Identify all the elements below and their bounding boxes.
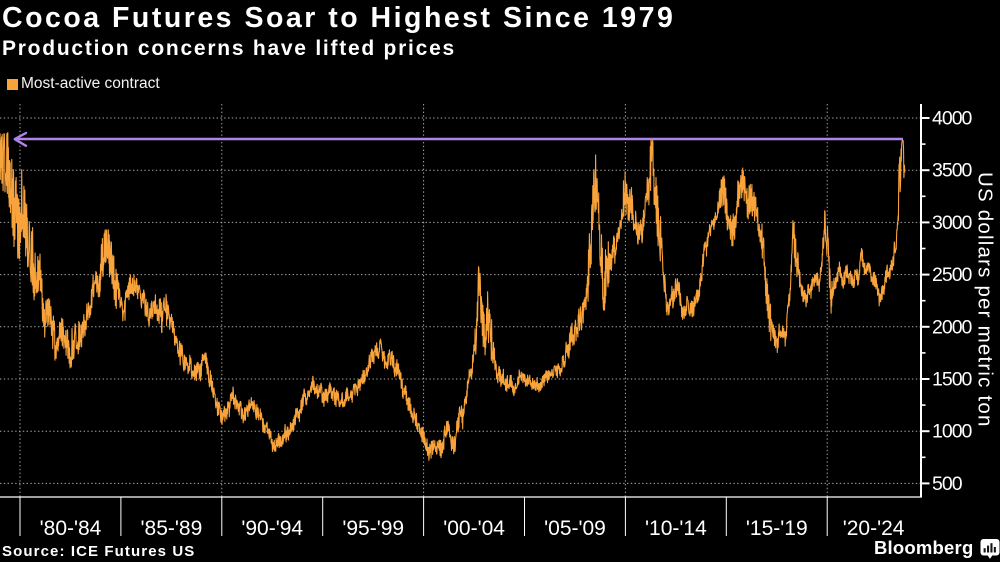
- svg-text:3500: 3500: [932, 160, 973, 182]
- svg-text:'95-'99: '95-'99: [342, 517, 404, 540]
- svg-text:500: 500: [932, 473, 963, 495]
- svg-text:1000: 1000: [932, 421, 973, 443]
- svg-text:'80-'84: '80-'84: [40, 517, 102, 540]
- svg-text:'90-'94: '90-'94: [241, 517, 303, 540]
- svg-text:'05-'09: '05-'09: [544, 517, 606, 540]
- svg-text:2500: 2500: [932, 264, 973, 286]
- svg-text:'15-'19: '15-'19: [746, 517, 808, 540]
- svg-text:'20-'24: '20-'24: [843, 517, 905, 540]
- svg-text:US dollars per metric ton: US dollars per metric ton: [973, 172, 996, 428]
- svg-text:'85-'89: '85-'89: [141, 517, 203, 540]
- svg-text:4000: 4000: [932, 108, 973, 130]
- svg-text:'00-'04: '00-'04: [443, 517, 505, 540]
- svg-text:3000: 3000: [932, 212, 973, 234]
- svg-text:'10-'14: '10-'14: [645, 517, 707, 540]
- svg-text:1500: 1500: [932, 369, 973, 391]
- svg-text:2000: 2000: [932, 316, 973, 338]
